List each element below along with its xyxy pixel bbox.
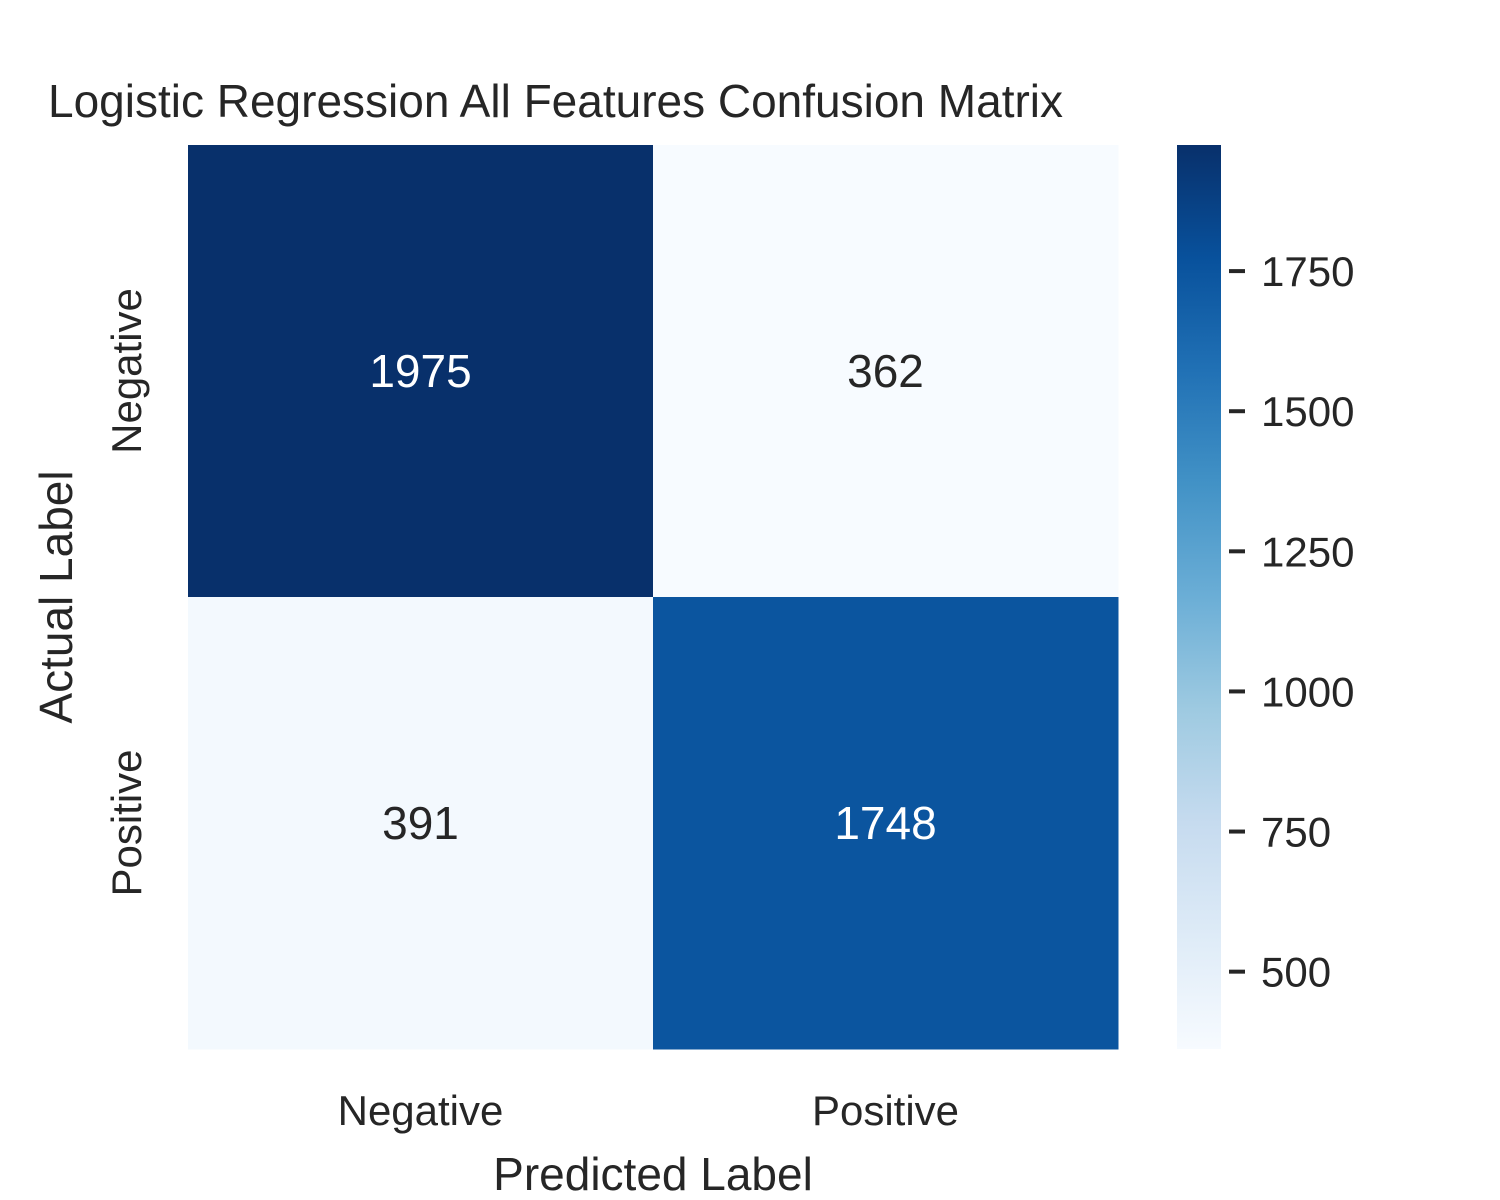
colorbar-tick-label: 1750 (1261, 248, 1354, 295)
cell-value-label: 362 (847, 345, 924, 397)
cell-value-label: 1748 (834, 797, 936, 849)
colorbar-tick-label: 1000 (1261, 668, 1354, 715)
x-tick-label: Negative (338, 1087, 504, 1134)
chart-title: Logistic Regression All Features Confusi… (48, 75, 1063, 127)
cell-value-label: 1975 (369, 345, 471, 397)
heatmap-cell (188, 597, 654, 1050)
colorbar (1177, 145, 1221, 1049)
y-axis-ticks: Negative Positive (103, 288, 150, 896)
heatmap-cell (653, 597, 1119, 1050)
y-tick-label: Positive (103, 749, 150, 896)
colorbar-tick-label: 750 (1261, 809, 1331, 856)
colorbar-tick-label: 1500 (1261, 388, 1354, 435)
x-axis-title: Predicted Label (493, 1148, 813, 1200)
heatmap-cell (188, 145, 654, 598)
heatmap-cell (653, 145, 1119, 598)
y-axis-title: Actual Label (30, 470, 82, 723)
heatmap-cells (188, 145, 1119, 1050)
colorbar-ticks: 500 750 1000 1250 1500 1750 (1229, 248, 1354, 996)
cell-value-label: 391 (382, 797, 459, 849)
colorbar-tick-label: 500 (1261, 949, 1331, 996)
x-tick-label: Positive (812, 1087, 959, 1134)
colorbar-tick-label: 1250 (1261, 528, 1354, 575)
heatmap-cell-labels: 1975 362 391 1748 (369, 345, 936, 849)
x-axis-ticks: Negative Positive (338, 1087, 959, 1134)
y-tick-label: Negative (103, 288, 150, 454)
